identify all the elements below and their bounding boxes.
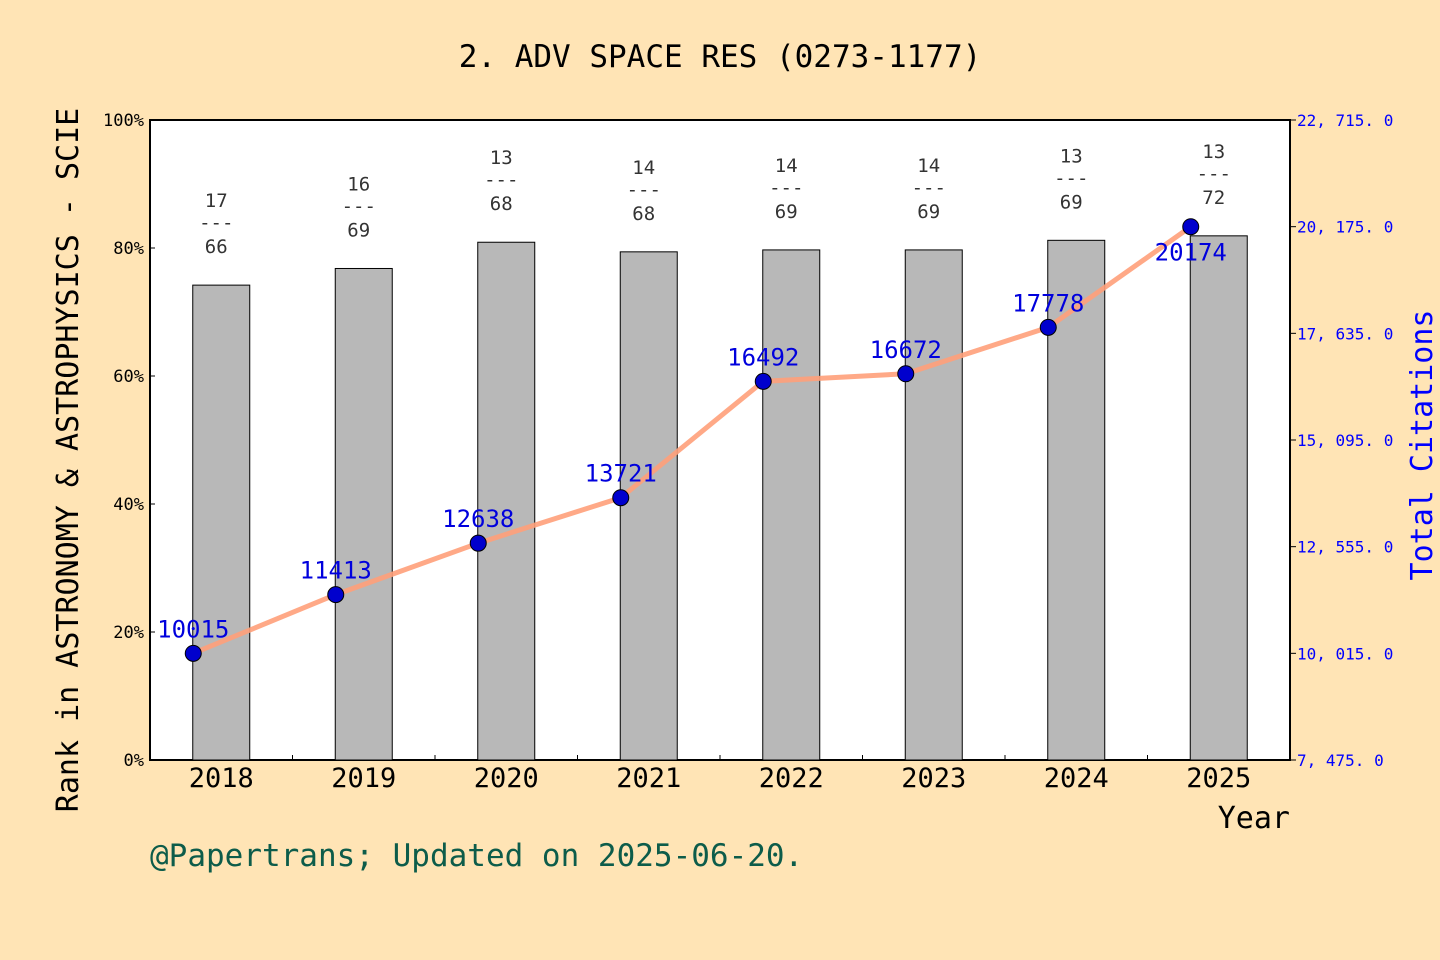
rank-label-2023: 14: [917, 155, 940, 177]
total-label-2020: 68: [490, 193, 513, 215]
rank-divider-2023: ---: [912, 177, 946, 199]
citation-label-2025: 20174: [1155, 239, 1227, 267]
bar-2022: [762, 249, 821, 761]
y-right-tick: 15, 095. 0: [1297, 431, 1393, 450]
rank-divider-2020: ---: [484, 169, 518, 191]
total-label-2019: 69: [347, 219, 370, 241]
citation-point-2022: [754, 372, 772, 390]
citation-label-2019: 11413: [300, 557, 372, 585]
x-tick-2018: 2018: [189, 763, 254, 794]
y-right-tick: 10, 015. 0: [1297, 644, 1393, 663]
citation-point-2018: [184, 644, 202, 662]
total-label-2018: 66: [205, 236, 228, 258]
total-label-2021: 68: [632, 203, 655, 225]
rank-label-2021: 14: [632, 157, 655, 179]
x-tick-2022: 2022: [759, 763, 824, 794]
citation-point-2025: [1182, 218, 1200, 236]
x-tick-2025: 2025: [1186, 763, 1251, 794]
y-right-tick: 7, 475. 0: [1297, 751, 1384, 770]
x-axis-label: Year: [1218, 801, 1290, 836]
rank-divider-2022: ---: [769, 177, 803, 199]
x-tick-2023: 2023: [901, 763, 966, 794]
rank-divider-2021: ---: [627, 179, 661, 201]
citation-point-2020: [469, 534, 487, 552]
rank-divider-2025: ---: [1197, 163, 1231, 185]
bar-2024: [1047, 239, 1106, 761]
y-left-tick: 80%: [113, 239, 144, 259]
y-right-tick: 22, 715. 0: [1297, 111, 1393, 130]
y-right-tick: 20, 175. 0: [1297, 218, 1393, 237]
rank-label-2025: 13: [1202, 141, 1225, 163]
citation-point-2023: [897, 365, 915, 383]
y-left-tick: 100%: [103, 111, 144, 131]
x-tick-2019: 2019: [331, 763, 396, 794]
total-label-2023: 69: [917, 201, 940, 223]
rank-label-2020: 13: [490, 147, 513, 169]
total-label-2025: 72: [1202, 187, 1225, 209]
rank-divider-2018: ---: [199, 212, 233, 234]
citation-label-2023: 16672: [870, 336, 942, 364]
rank-divider-2019: ---: [342, 195, 376, 217]
total-label-2022: 69: [775, 201, 798, 223]
y-left-tick: 20%: [113, 623, 144, 643]
bar-2019: [334, 267, 393, 761]
y-right-tick: 12, 555. 0: [1297, 538, 1393, 557]
citation-point-2019: [327, 586, 345, 604]
x-tick-2021: 2021: [616, 763, 681, 794]
x-tick-2020: 2020: [474, 763, 539, 794]
citation-point-2024: [1039, 318, 1057, 336]
chart-title: 2. ADV SPACE RES (0273-1177): [459, 39, 982, 75]
y-right-tick: 17, 635. 0: [1297, 324, 1393, 343]
y-axis-right-label: Total Citations: [1405, 310, 1440, 581]
rank-label-2018: 17: [205, 190, 228, 212]
citation-label-2022: 16492: [727, 343, 799, 371]
citation-label-2024: 17778: [1012, 289, 1084, 317]
y-left-tick: 40%: [113, 495, 144, 515]
y-left-tick: 60%: [113, 367, 144, 387]
citation-label-2020: 12638: [442, 505, 514, 533]
x-tick-2024: 2024: [1044, 763, 1109, 794]
y-axis-left-label: Rank in ASTRONOMY & ASTROPHYSICS - SCIE: [51, 108, 86, 812]
y-left-tick: 0%: [124, 751, 144, 771]
citations-line: [192, 224, 1193, 656]
citation-point-2021: [612, 489, 630, 507]
rank-label-2022: 14: [775, 155, 798, 177]
bar-2023: [904, 249, 963, 761]
bar-2021: [619, 251, 678, 761]
citation-label-2021: 13721: [585, 460, 657, 488]
total-label-2024: 69: [1060, 191, 1083, 213]
bar-2018: [192, 284, 251, 761]
bar-2020: [477, 241, 536, 761]
rank-label-2024: 13: [1060, 145, 1083, 167]
rank-divider-2024: ---: [1054, 167, 1088, 189]
citation-label-2018: 10015: [157, 615, 229, 643]
rank-label-2019: 16: [347, 173, 370, 195]
bar-2025: [1189, 235, 1248, 761]
footer: @Papertrans; Updated on 2025-06-20.: [150, 838, 803, 874]
plot-area: [149, 119, 1291, 761]
